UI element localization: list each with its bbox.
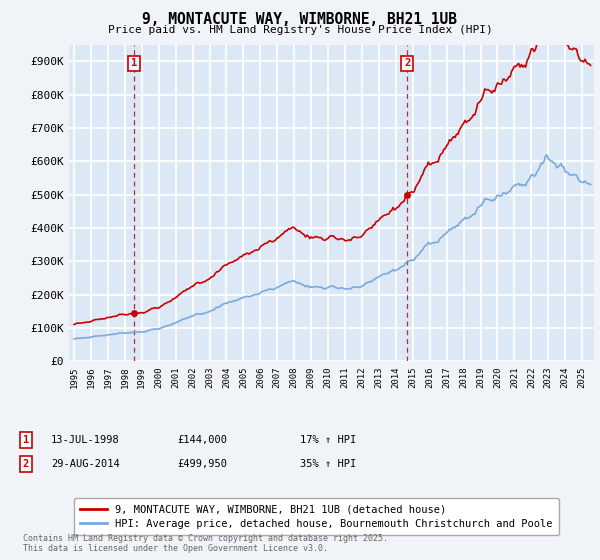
Text: Contains HM Land Registry data © Crown copyright and database right 2025.
This d: Contains HM Land Registry data © Crown c…	[23, 534, 388, 553]
Text: £499,950: £499,950	[177, 459, 227, 469]
Text: 2: 2	[404, 58, 410, 68]
Text: 17% ↑ HPI: 17% ↑ HPI	[300, 435, 356, 445]
Text: £144,000: £144,000	[177, 435, 227, 445]
Legend: 9, MONTACUTE WAY, WIMBORNE, BH21 1UB (detached house), HPI: Average price, detac: 9, MONTACUTE WAY, WIMBORNE, BH21 1UB (de…	[74, 498, 559, 535]
Text: 1: 1	[131, 58, 137, 68]
Text: 35% ↑ HPI: 35% ↑ HPI	[300, 459, 356, 469]
Text: 1: 1	[23, 435, 29, 445]
Text: 29-AUG-2014: 29-AUG-2014	[51, 459, 120, 469]
Text: 9, MONTACUTE WAY, WIMBORNE, BH21 1UB: 9, MONTACUTE WAY, WIMBORNE, BH21 1UB	[143, 12, 458, 27]
Text: Price paid vs. HM Land Registry's House Price Index (HPI): Price paid vs. HM Land Registry's House …	[107, 25, 493, 35]
Text: 13-JUL-1998: 13-JUL-1998	[51, 435, 120, 445]
Text: 2: 2	[23, 459, 29, 469]
